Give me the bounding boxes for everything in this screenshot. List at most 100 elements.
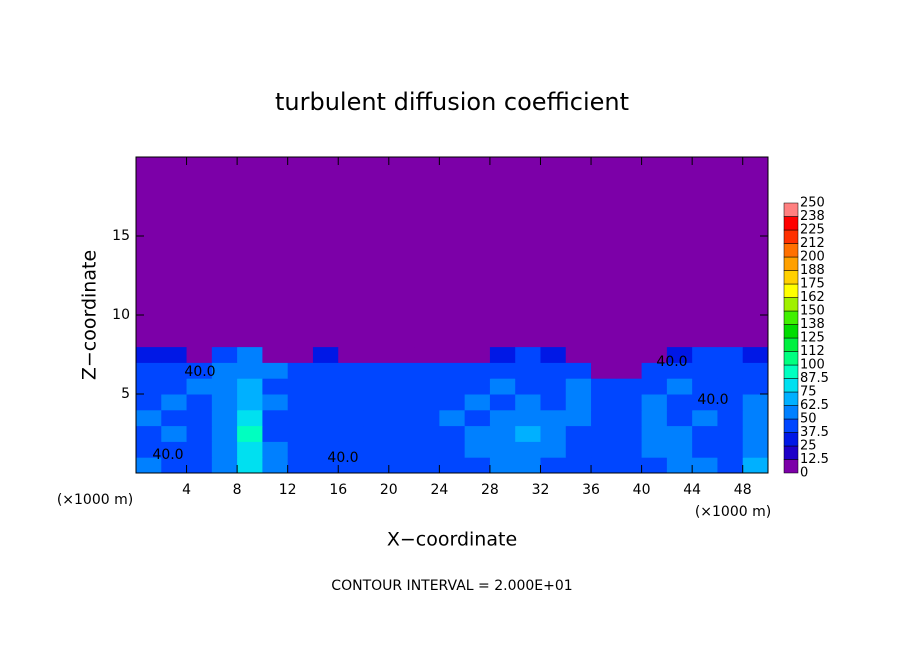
field-cell xyxy=(338,441,365,458)
field-cell xyxy=(717,457,744,474)
colorbar-label: 0 xyxy=(800,466,808,481)
field-cell xyxy=(363,346,390,363)
field-cell xyxy=(489,378,516,395)
field-cell xyxy=(717,378,744,395)
field-cell xyxy=(666,378,693,395)
field-cell xyxy=(161,362,188,379)
colorbar-label: 212 xyxy=(800,236,825,251)
colorbar-label: 250 xyxy=(800,196,825,211)
field-cell xyxy=(641,157,668,348)
field-cell xyxy=(692,394,718,411)
field-cell xyxy=(338,346,365,363)
field-cell xyxy=(565,346,592,363)
field-cell xyxy=(136,157,162,348)
field-cell xyxy=(666,441,693,458)
field-cell xyxy=(641,394,668,411)
field-cell xyxy=(287,457,314,474)
field-cell xyxy=(338,409,365,427)
field-cell xyxy=(262,157,289,348)
field-cell xyxy=(641,378,668,395)
field-cell xyxy=(616,346,643,363)
field-cell xyxy=(363,378,390,395)
field-cell xyxy=(591,378,617,395)
colorbar-label: 12.5 xyxy=(800,452,829,467)
field-cell xyxy=(742,362,769,379)
colorbar-label: 200 xyxy=(800,250,825,265)
field-cell xyxy=(211,378,238,395)
field-cell xyxy=(616,362,643,379)
field xyxy=(136,157,769,474)
field-cell xyxy=(136,441,162,458)
field-cell xyxy=(540,457,567,474)
field-cell xyxy=(489,362,516,379)
field-cell xyxy=(211,394,238,411)
field-cell xyxy=(414,394,440,411)
field-cell xyxy=(464,409,491,427)
contour-label: 40.0 xyxy=(656,354,687,370)
field-cell xyxy=(287,441,314,458)
field-cell xyxy=(262,346,289,363)
y-tick-label: 15 xyxy=(112,228,130,244)
field-cell xyxy=(489,409,516,427)
field-cell xyxy=(641,346,668,363)
field-cell xyxy=(591,441,617,458)
field-cell xyxy=(591,409,617,427)
field-cell xyxy=(464,394,491,411)
field-cell xyxy=(742,157,769,348)
field-cell xyxy=(439,394,466,411)
field-cell xyxy=(414,157,440,348)
colorbar-label: 150 xyxy=(800,304,825,319)
field-cell xyxy=(692,457,718,474)
x-tick-label: 40 xyxy=(633,482,651,498)
field-cell xyxy=(287,346,314,363)
colorbar-swatch xyxy=(783,270,799,285)
field-cell xyxy=(186,394,213,411)
field-cell xyxy=(591,457,617,474)
field-cell xyxy=(363,157,390,348)
colorbar-swatch xyxy=(783,459,799,474)
field-cell xyxy=(464,441,491,458)
field-cell xyxy=(540,157,567,348)
field-cell xyxy=(489,425,516,442)
field-cell xyxy=(363,457,390,474)
field-cell xyxy=(666,457,693,474)
x-tick-label: 12 xyxy=(279,482,297,498)
field-cell xyxy=(388,425,415,442)
field-cell xyxy=(666,157,693,348)
field-cell xyxy=(338,378,365,395)
field-cell xyxy=(211,441,238,458)
field-cell xyxy=(439,362,466,379)
field-cell xyxy=(186,378,213,395)
field-cell xyxy=(211,425,238,442)
field-cell xyxy=(515,425,541,442)
field-cell xyxy=(262,394,289,411)
field-cell xyxy=(237,362,263,379)
field-cell xyxy=(186,346,213,363)
field-cell xyxy=(287,362,314,379)
field-cell xyxy=(515,457,541,474)
field-cell xyxy=(515,394,541,411)
field-cell xyxy=(489,457,516,474)
colorbar-label: 238 xyxy=(800,209,825,224)
colorbar-swatch xyxy=(783,391,799,406)
field-cell xyxy=(312,394,339,411)
x-tick-label: 32 xyxy=(532,482,550,498)
field-cell xyxy=(464,362,491,379)
field-cell xyxy=(717,409,744,427)
field-cell xyxy=(161,457,188,474)
field-cell xyxy=(262,409,289,427)
field-cell xyxy=(287,378,314,395)
colorbar-label: 162 xyxy=(800,290,825,305)
field-cell xyxy=(312,346,339,363)
field-cell xyxy=(211,362,238,379)
field-cell xyxy=(338,362,365,379)
field-cell xyxy=(388,441,415,458)
field-cell xyxy=(439,441,466,458)
field-cell xyxy=(363,441,390,458)
field-cell xyxy=(641,409,668,427)
field-cell xyxy=(237,425,263,442)
field-cell xyxy=(464,346,491,363)
colorbar-swatch xyxy=(783,229,799,244)
field-cell xyxy=(742,394,769,411)
